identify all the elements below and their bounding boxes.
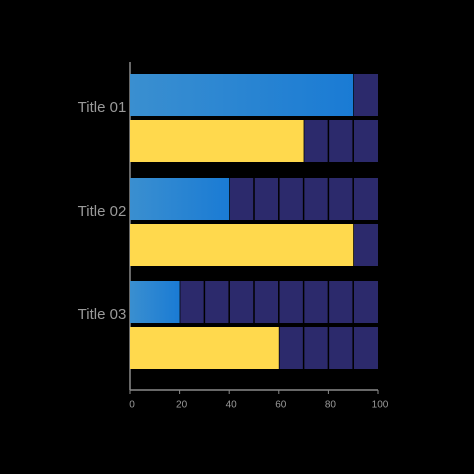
x-tick-label: 20	[176, 400, 188, 411]
category-label: Title 01	[77, 99, 127, 116]
x-tick-label: 100	[372, 400, 389, 411]
bar	[130, 224, 354, 266]
x-tick-label: 0	[129, 400, 135, 411]
bar	[130, 120, 304, 162]
bar	[130, 74, 354, 116]
bar	[130, 327, 279, 369]
x-tick-label: 60	[275, 400, 287, 411]
bar	[130, 281, 180, 323]
x-tick-label: 80	[325, 400, 337, 411]
category-label: Title 03	[77, 306, 127, 323]
bar	[130, 178, 230, 220]
category-label: Title 02	[77, 203, 127, 220]
x-tick-label: 40	[226, 400, 238, 411]
